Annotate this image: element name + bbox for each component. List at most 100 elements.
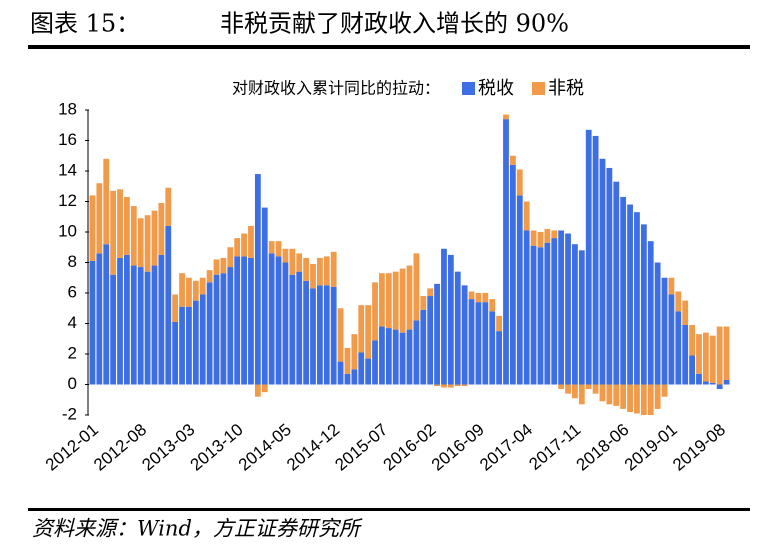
chart-title: 非税贡献了财政收入增长的 90% <box>220 10 569 38</box>
y-tick-label: 4 <box>68 313 77 332</box>
bar <box>117 189 123 258</box>
bar <box>530 245 537 385</box>
bar <box>468 291 475 300</box>
bar <box>647 384 654 415</box>
bar <box>392 271 399 330</box>
bar <box>523 201 530 231</box>
bar <box>337 361 344 385</box>
y-tick-label: -2 <box>62 404 77 423</box>
bar <box>227 247 234 268</box>
bar <box>578 384 585 405</box>
bar <box>344 373 351 385</box>
bar <box>551 230 558 239</box>
y-tick-label: 16 <box>58 130 77 149</box>
x-tick-label: 2019-08 <box>669 420 729 475</box>
bar <box>261 384 268 393</box>
bar <box>192 300 199 385</box>
y-tick-label: 14 <box>58 160 77 179</box>
bar <box>709 335 716 383</box>
bar <box>696 334 702 374</box>
bar <box>509 164 516 385</box>
bar <box>565 384 571 394</box>
bar <box>137 267 144 385</box>
bar <box>192 280 199 301</box>
bar <box>213 259 220 275</box>
bar <box>689 325 695 356</box>
bar <box>165 225 172 385</box>
bar <box>530 230 537 246</box>
bar <box>199 294 206 385</box>
bar <box>654 384 661 409</box>
bar <box>503 119 509 385</box>
bar <box>199 277 206 295</box>
bar <box>220 257 227 274</box>
legend-title: 对财政收入累计同比的拉动： <box>232 79 440 98</box>
bar <box>317 257 323 286</box>
bar <box>509 155 516 165</box>
bar <box>675 291 682 312</box>
bar <box>634 384 640 414</box>
bar <box>468 299 475 385</box>
legend-label: 税收 <box>478 78 514 99</box>
bar <box>179 273 185 307</box>
bar <box>620 196 627 385</box>
bar <box>117 257 123 385</box>
bar <box>144 271 151 385</box>
bar <box>406 329 413 385</box>
bar <box>151 210 158 266</box>
bar <box>634 212 640 385</box>
bar <box>661 277 668 385</box>
bar <box>254 384 261 397</box>
bar <box>461 285 468 385</box>
y-tick-label: 12 <box>58 191 77 210</box>
x-tick-label: 2013-10 <box>187 420 247 475</box>
x-tick-label: 2012-08 <box>90 420 150 475</box>
bar <box>654 262 661 385</box>
bar <box>413 320 420 385</box>
x-tick-label: 2014-12 <box>283 420 343 475</box>
bar <box>296 253 303 272</box>
top-rule <box>28 45 750 49</box>
bar <box>103 158 110 245</box>
bar <box>544 228 551 243</box>
bar <box>578 250 585 385</box>
bar <box>599 384 606 402</box>
bar <box>275 256 282 385</box>
bar <box>537 247 544 385</box>
x-tick-label: 2016-02 <box>380 420 440 475</box>
bar <box>482 302 489 385</box>
bar <box>696 373 702 385</box>
bar <box>385 328 392 385</box>
bar <box>130 206 137 266</box>
bar <box>434 283 440 385</box>
bar <box>613 181 620 385</box>
bar <box>647 241 654 385</box>
bar <box>716 384 723 390</box>
bar <box>613 384 620 406</box>
bar <box>124 196 130 255</box>
bar <box>489 311 496 385</box>
bar <box>475 293 482 303</box>
bar <box>392 329 399 385</box>
bar <box>399 268 406 333</box>
bar <box>385 273 392 329</box>
bar <box>379 273 385 327</box>
bar <box>213 274 220 385</box>
bar <box>234 256 241 385</box>
bar <box>551 238 558 385</box>
bar <box>254 174 261 385</box>
bar <box>682 325 689 385</box>
bar <box>158 254 165 385</box>
bar <box>206 282 213 385</box>
bar <box>144 215 151 272</box>
bar <box>627 384 633 412</box>
bar <box>558 384 565 390</box>
bar <box>179 306 185 385</box>
bar <box>110 190 117 275</box>
bar <box>358 305 365 353</box>
bar <box>186 277 192 307</box>
bar <box>640 224 647 385</box>
figure-label: 图表 15： <box>30 10 140 38</box>
x-tick-label: 2012-01 <box>42 420 102 475</box>
